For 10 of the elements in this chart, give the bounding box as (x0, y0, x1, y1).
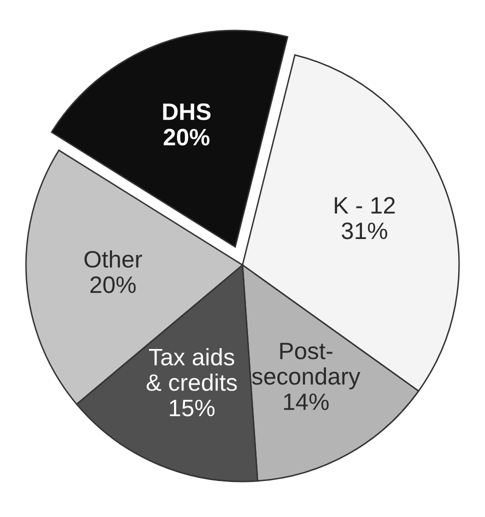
data-label: 20% (90, 276, 136, 294)
slice-label: Other (84, 250, 142, 268)
slice-label: DHS (163, 103, 211, 120)
data-label: 14% (284, 394, 329, 410)
slice-label: Post- secondary (252, 342, 360, 390)
data-label: 20% (164, 128, 210, 146)
slice-label: Tax aids & credits (146, 348, 237, 391)
data-label: 31% (342, 222, 388, 240)
data-label: 15% (170, 400, 215, 416)
slice-label: K - 12 (334, 197, 395, 214)
